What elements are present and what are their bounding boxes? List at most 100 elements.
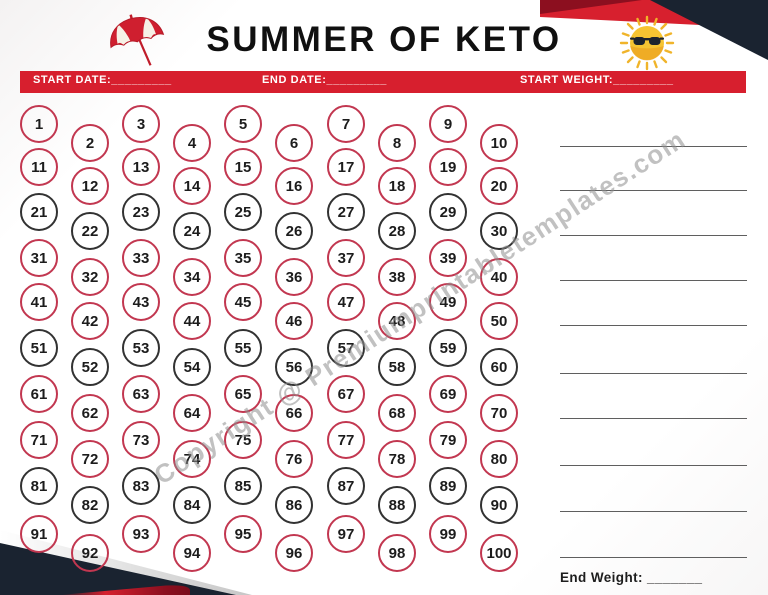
header-banner: START DATE:_________ END DATE:_________ … bbox=[20, 71, 746, 93]
day-circle-63: 63 bbox=[122, 375, 160, 413]
day-circle-70: 70 bbox=[480, 394, 518, 432]
note-line-6 bbox=[560, 373, 747, 374]
day-circle-82: 82 bbox=[71, 486, 109, 524]
day-circle-13: 13 bbox=[122, 148, 160, 186]
day-circle-34: 34 bbox=[173, 258, 211, 296]
day-circle-46: 46 bbox=[275, 302, 313, 340]
day-circle-57: 57 bbox=[327, 329, 365, 367]
day-circle-62: 62 bbox=[71, 394, 109, 432]
day-circle-97: 97 bbox=[327, 515, 365, 553]
day-circle-45: 45 bbox=[224, 283, 262, 321]
day-circle-14: 14 bbox=[173, 167, 211, 205]
day-circle-69: 69 bbox=[429, 375, 467, 413]
day-circle-84: 84 bbox=[173, 486, 211, 524]
day-circle-17: 17 bbox=[327, 148, 365, 186]
day-circle-99: 99 bbox=[429, 515, 467, 553]
day-circle-5: 5 bbox=[224, 105, 262, 143]
day-circle-75: 75 bbox=[224, 421, 262, 459]
day-circle-72: 72 bbox=[71, 440, 109, 478]
day-circle-98: 98 bbox=[378, 534, 416, 572]
day-circle-60: 60 bbox=[480, 348, 518, 386]
day-circle-67: 67 bbox=[327, 375, 365, 413]
day-circle-27: 27 bbox=[327, 193, 365, 231]
day-circle-6: 6 bbox=[275, 124, 313, 162]
day-circle-54: 54 bbox=[173, 348, 211, 386]
day-circle-48: 48 bbox=[378, 302, 416, 340]
day-circle-39: 39 bbox=[429, 239, 467, 277]
day-circle-43: 43 bbox=[122, 283, 160, 321]
day-circle-49: 49 bbox=[429, 283, 467, 321]
day-circle-64: 64 bbox=[173, 394, 211, 432]
note-line-2 bbox=[560, 190, 747, 191]
day-circle-21: 21 bbox=[20, 193, 58, 231]
day-circle-23: 23 bbox=[122, 193, 160, 231]
day-circle-35: 35 bbox=[224, 239, 262, 277]
day-circle-71: 71 bbox=[20, 421, 58, 459]
day-circle-29: 29 bbox=[429, 193, 467, 231]
day-circle-77: 77 bbox=[327, 421, 365, 459]
day-circle-90: 90 bbox=[480, 486, 518, 524]
end-date-field: END DATE:_________ bbox=[262, 74, 387, 86]
day-circle-41: 41 bbox=[20, 283, 58, 321]
page-title: SUMMER OF KETO bbox=[206, 20, 562, 59]
day-circle-65: 65 bbox=[224, 375, 262, 413]
day-circle-37: 37 bbox=[327, 239, 365, 277]
day-circle-31: 31 bbox=[20, 239, 58, 277]
day-circle-58: 58 bbox=[378, 348, 416, 386]
day-circle-88: 88 bbox=[378, 486, 416, 524]
note-line-4 bbox=[560, 280, 747, 281]
day-circle-26: 26 bbox=[275, 212, 313, 250]
day-circle-66: 66 bbox=[275, 394, 313, 432]
start-weight-field: START WEIGHT:_________ bbox=[520, 74, 674, 86]
day-circle-89: 89 bbox=[429, 467, 467, 505]
day-circle-52: 52 bbox=[71, 348, 109, 386]
note-line-10 bbox=[560, 557, 747, 558]
day-circle-18: 18 bbox=[378, 167, 416, 205]
day-circle-87: 87 bbox=[327, 467, 365, 505]
top-right-maroon-triangle bbox=[540, 0, 642, 14]
note-line-9 bbox=[560, 511, 747, 512]
day-circle-92: 92 bbox=[71, 534, 109, 572]
day-circle-25: 25 bbox=[224, 193, 262, 231]
day-circle-33: 33 bbox=[122, 239, 160, 277]
day-circle-16: 16 bbox=[275, 167, 313, 205]
day-circle-95: 95 bbox=[224, 515, 262, 553]
day-circle-12: 12 bbox=[71, 167, 109, 205]
day-circle-79: 79 bbox=[429, 421, 467, 459]
day-circle-11: 11 bbox=[20, 148, 58, 186]
day-circle-15: 15 bbox=[224, 148, 262, 186]
day-circle-47: 47 bbox=[327, 283, 365, 321]
day-circle-80: 80 bbox=[480, 440, 518, 478]
day-circle-53: 53 bbox=[122, 329, 160, 367]
bottom-red-ribbon bbox=[60, 585, 190, 595]
day-circle-73: 73 bbox=[122, 421, 160, 459]
day-circle-96: 96 bbox=[275, 534, 313, 572]
day-circle-38: 38 bbox=[378, 258, 416, 296]
day-circle-81: 81 bbox=[20, 467, 58, 505]
day-circle-44: 44 bbox=[173, 302, 211, 340]
day-circle-61: 61 bbox=[20, 375, 58, 413]
day-circle-24: 24 bbox=[173, 212, 211, 250]
day-circle-22: 22 bbox=[71, 212, 109, 250]
day-circle-2: 2 bbox=[71, 124, 109, 162]
day-circle-83: 83 bbox=[122, 467, 160, 505]
note-line-7 bbox=[560, 418, 747, 419]
day-circle-7: 7 bbox=[327, 105, 365, 143]
day-circle-86: 86 bbox=[275, 486, 313, 524]
day-circle-51: 51 bbox=[20, 329, 58, 367]
day-circle-91: 91 bbox=[20, 515, 58, 553]
day-circle-3: 3 bbox=[122, 105, 160, 143]
day-circle-20: 20 bbox=[480, 167, 518, 205]
day-circle-50: 50 bbox=[480, 302, 518, 340]
day-circle-94: 94 bbox=[173, 534, 211, 572]
day-circle-56: 56 bbox=[275, 348, 313, 386]
day-circle-1: 1 bbox=[20, 105, 58, 143]
note-line-8 bbox=[560, 465, 747, 466]
start-date-field: START DATE:_________ bbox=[33, 74, 172, 86]
day-circle-42: 42 bbox=[71, 302, 109, 340]
day-circle-28: 28 bbox=[378, 212, 416, 250]
day-circle-93: 93 bbox=[122, 515, 160, 553]
day-circle-30: 30 bbox=[480, 212, 518, 250]
day-circle-78: 78 bbox=[378, 440, 416, 478]
